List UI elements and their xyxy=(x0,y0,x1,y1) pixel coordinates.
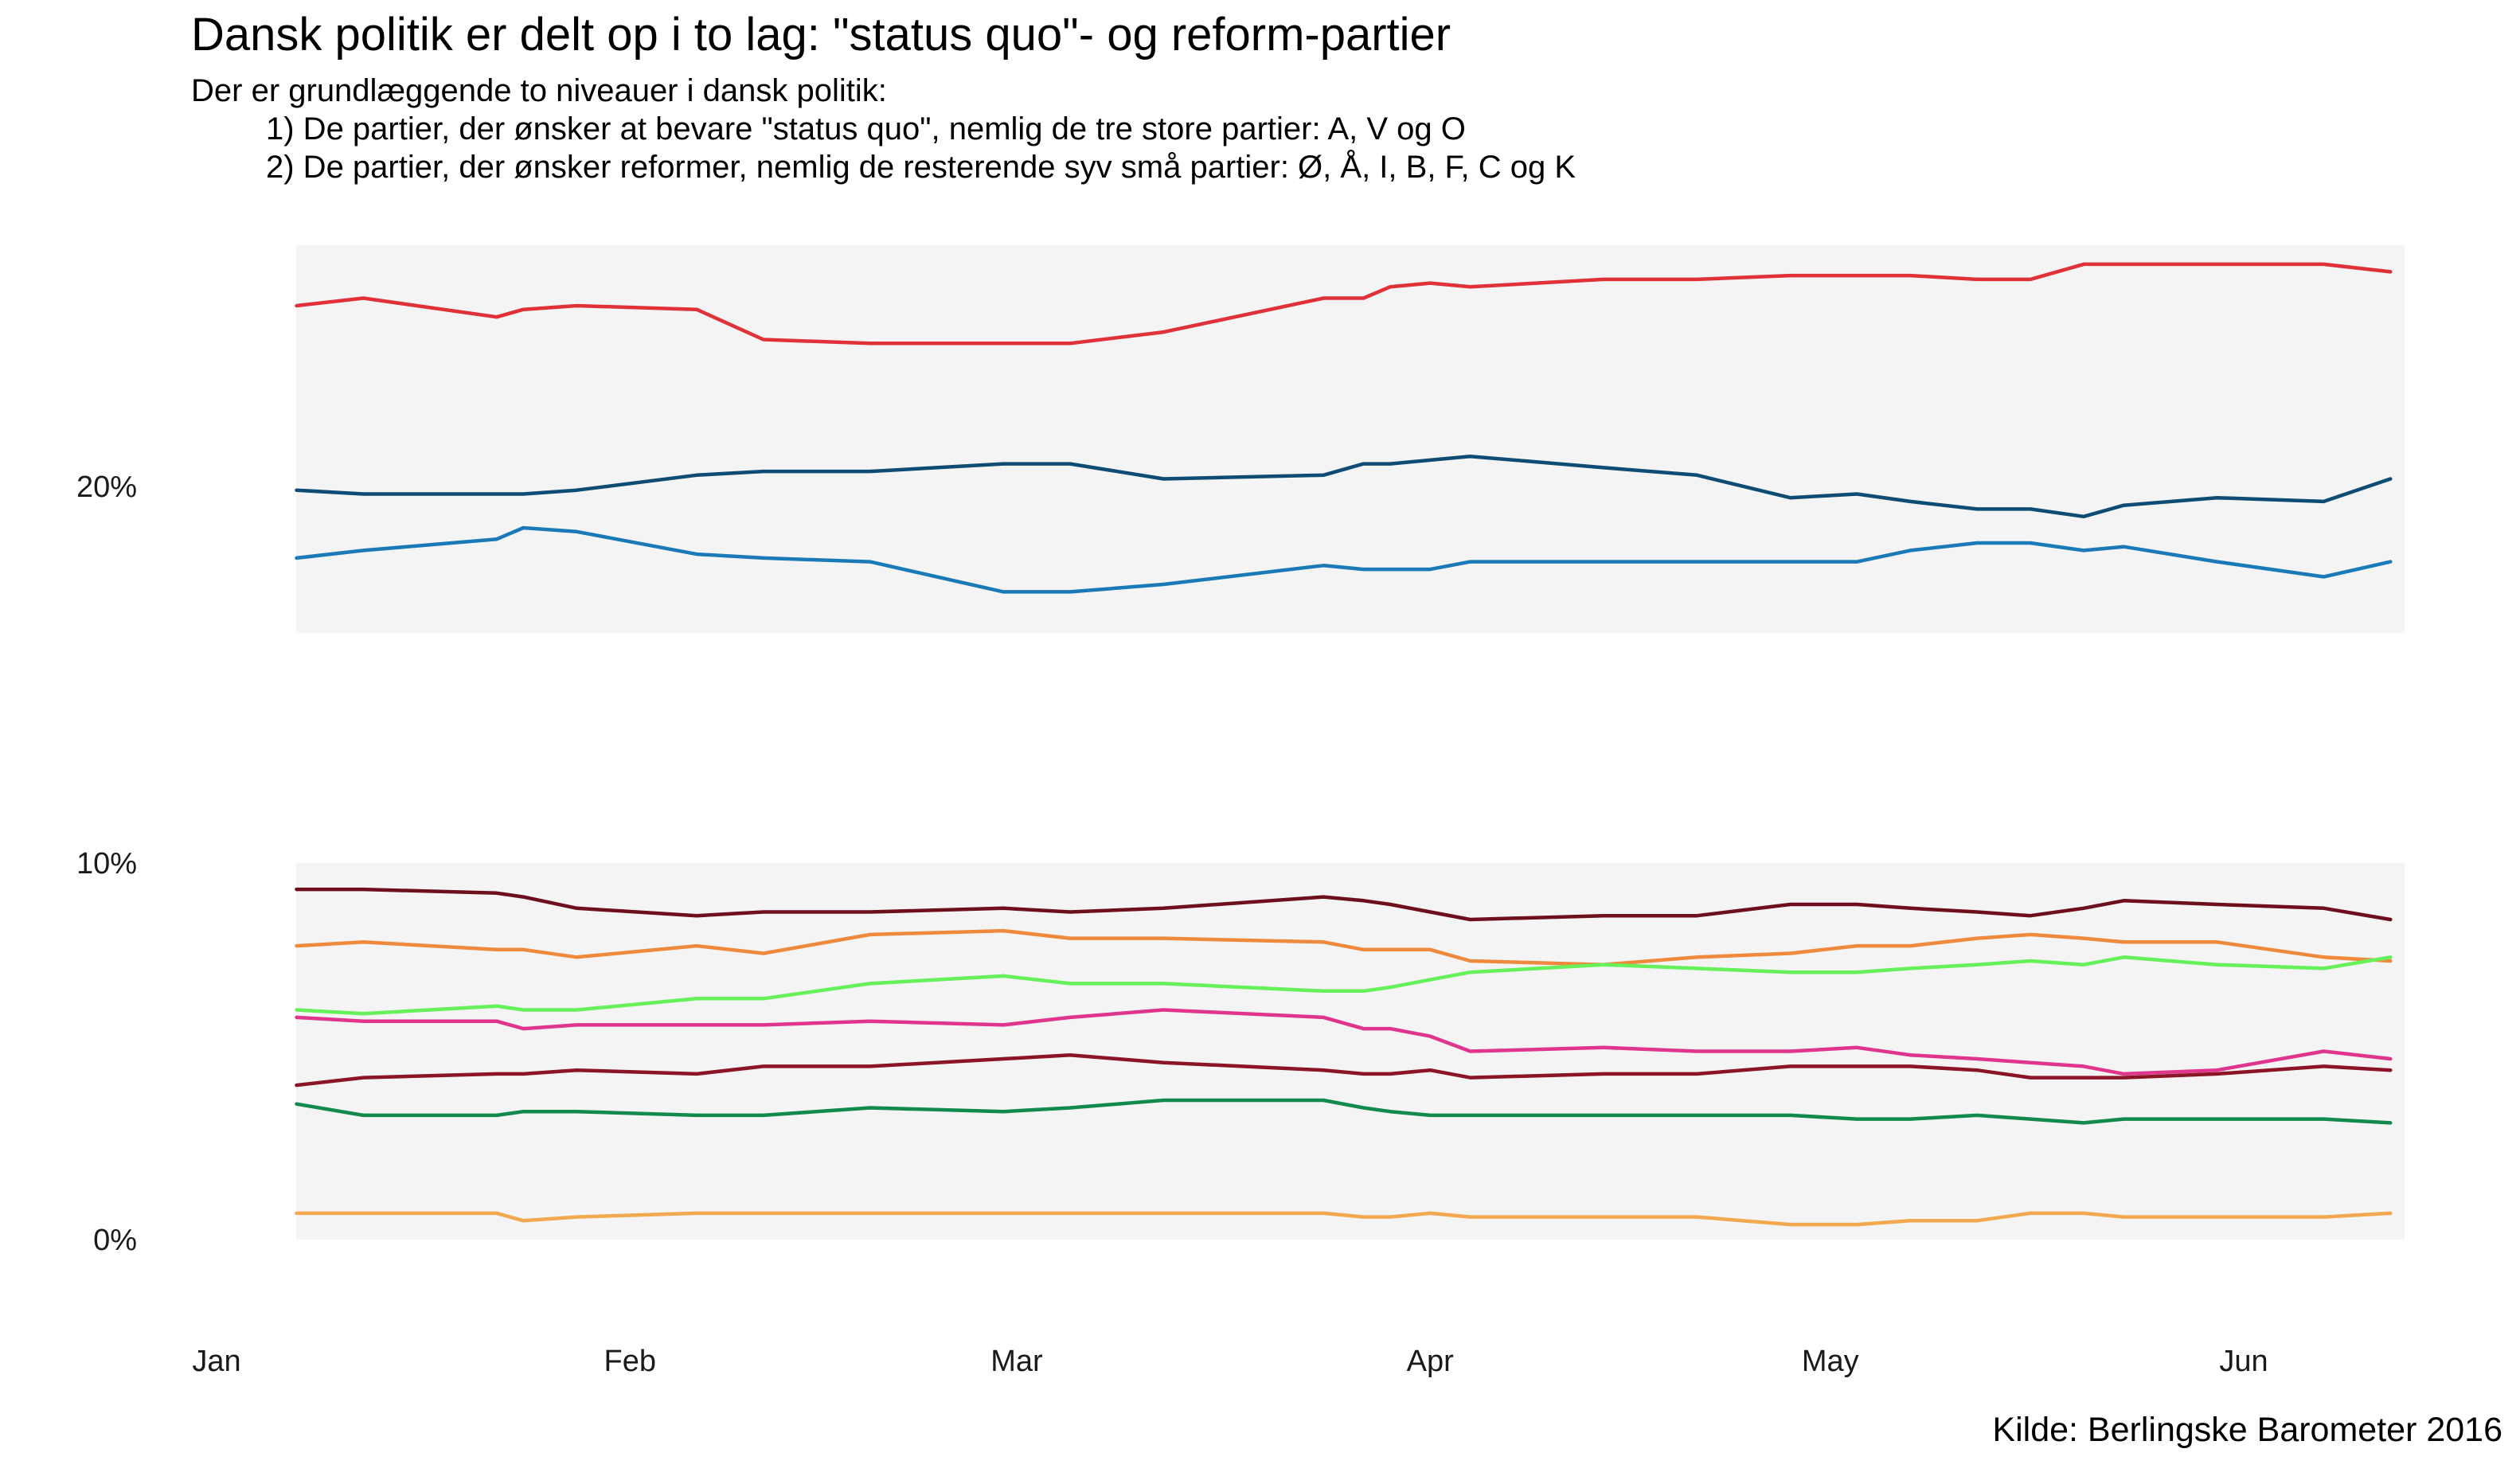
x-axis: Jan Feb Mar Apr May Jun xyxy=(192,1345,2268,1378)
panel-backgrounds xyxy=(296,245,2405,1240)
y-tick-label: 10% xyxy=(76,847,137,881)
series-line xyxy=(295,1052,2393,1088)
series-line xyxy=(295,1098,2393,1125)
x-tick-label: Mar xyxy=(990,1345,1043,1378)
chart-subtitle-line-1: Der er grundlæggende to niveauer i dansk… xyxy=(191,73,887,108)
chart-title: Dansk politik er delt op i to lag: "stat… xyxy=(191,9,1451,61)
x-tick-label: Feb xyxy=(604,1345,656,1378)
series-line xyxy=(295,454,2393,519)
x-tick-label: May xyxy=(1802,1345,1859,1378)
series-line xyxy=(295,525,2393,594)
series-line xyxy=(295,262,2393,346)
x-tick-label: Jun xyxy=(2219,1345,2268,1378)
series-line xyxy=(295,887,2393,922)
chart-caption: Kilde: Berlingske Barometer 2016 xyxy=(1992,1411,2502,1449)
series-line xyxy=(295,928,2393,966)
panel-background xyxy=(296,863,2405,1240)
x-tick-label: Jan xyxy=(192,1345,240,1378)
series-lines xyxy=(295,262,2393,1227)
series-line xyxy=(295,1008,2393,1076)
y-axis: 0% 10% 20% xyxy=(76,471,137,1257)
panel-background xyxy=(296,245,2405,634)
chart-subtitle-line-3: 2) De partier, der ønsker reformer, neml… xyxy=(266,150,1576,185)
y-tick-label: 0% xyxy=(93,1224,137,1257)
series-line xyxy=(295,955,2393,1016)
x-tick-label: Apr xyxy=(1407,1345,1454,1378)
y-tick-label: 20% xyxy=(76,471,137,504)
series-line xyxy=(295,1211,2393,1227)
chart-subtitle-line-2: 1) De partier, der ønsker at bevare "sta… xyxy=(266,111,1466,146)
